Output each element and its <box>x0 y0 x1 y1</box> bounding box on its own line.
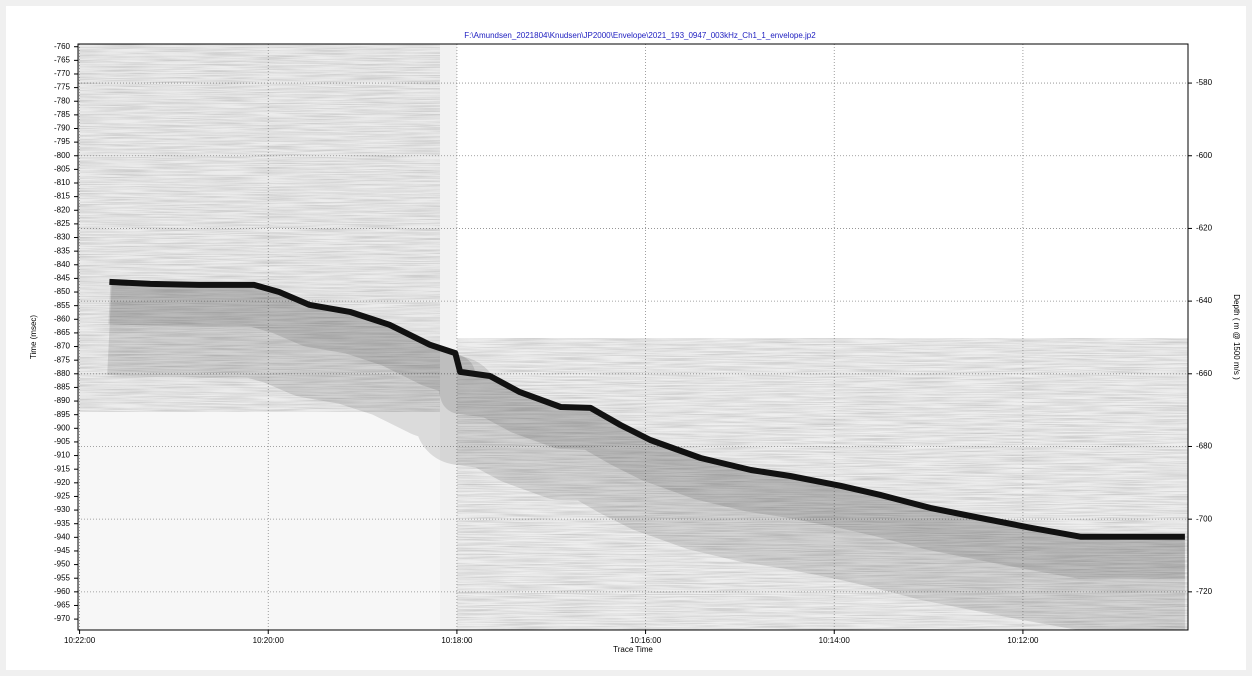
y-tick-label: -875 <box>54 355 71 364</box>
y-tick-label: -860 <box>54 314 71 323</box>
y-tick-label: -945 <box>54 546 71 555</box>
y-tick-label: -960 <box>54 587 71 596</box>
y-tick-label: -770 <box>54 69 71 78</box>
y-tick-label: -930 <box>54 505 71 514</box>
bottom-trace <box>109 278 1185 540</box>
y-tick-label: -890 <box>54 396 71 405</box>
x-tick-label: 10:14:00 <box>819 636 851 645</box>
y-tick-label: -905 <box>54 437 71 446</box>
subbottom-echo <box>105 284 1185 630</box>
y2-tick-label: -720 <box>1196 587 1213 596</box>
x-tick-label: 10:18:00 <box>441 636 473 645</box>
y-tick-label: -845 <box>54 274 71 283</box>
y2-tick-label: -580 <box>1196 78 1213 87</box>
y-tick-label: -955 <box>54 573 71 582</box>
y-tick-label: -800 <box>54 151 71 160</box>
y-tick-label: -850 <box>54 287 71 296</box>
y-tick-label: -895 <box>54 410 71 419</box>
y-tick-label: -970 <box>54 614 71 623</box>
y-tick-label: -820 <box>54 205 71 214</box>
y-tick-label: -810 <box>54 178 71 187</box>
y-tick-label: -910 <box>54 451 71 460</box>
y2-tick-label: -660 <box>1196 369 1213 378</box>
y-tick-label: -925 <box>54 492 71 501</box>
y-tick-label: -880 <box>54 369 71 378</box>
y-tick-label: -760 <box>54 42 71 51</box>
plot-frame <box>77 43 1189 631</box>
chart-title: F:\Amundsen_2021804\Knudsen\JP2000\Envel… <box>464 31 816 40</box>
subbottom-echo <box>108 283 1185 579</box>
y-tick-label: -830 <box>54 233 71 242</box>
y-tick-label: -965 <box>54 601 71 610</box>
y-tick-label: -950 <box>54 560 71 569</box>
y-tick-label: -920 <box>54 478 71 487</box>
y-tick-label: -785 <box>54 110 71 119</box>
x-tick-label: 10:20:00 <box>253 636 285 645</box>
y2-tick-label: -700 <box>1196 514 1213 523</box>
x-axis-label: Trace Time <box>613 645 653 654</box>
y-tick-label: -805 <box>54 164 71 173</box>
y-tick-label: -790 <box>54 124 71 133</box>
y-tick-label: -795 <box>54 137 71 146</box>
echo-background <box>78 44 1188 630</box>
y2-tick-label: -640 <box>1196 296 1213 305</box>
y-tick-label: -865 <box>54 328 71 337</box>
y-tick-label: -915 <box>54 464 71 473</box>
y-tick-label: -900 <box>54 423 71 432</box>
y-tick-label: -780 <box>54 96 71 105</box>
y-tick-label: -935 <box>54 519 71 528</box>
y-tick-label: -815 <box>54 192 71 201</box>
y-tick-label: -840 <box>54 260 71 269</box>
y-tick-label: -885 <box>54 383 71 392</box>
y2-axis-label: Depth ( m @ 1500 m/s ) <box>1232 294 1241 380</box>
y-axis-label: Time (msec) <box>29 315 38 359</box>
y-tick-label: -775 <box>54 83 71 92</box>
y2-tick-label: -620 <box>1196 224 1213 233</box>
y-tick-label: -825 <box>54 219 71 228</box>
y2-tick-label: -600 <box>1196 151 1213 160</box>
y-tick-label: -855 <box>54 301 71 310</box>
y-tick-label: -940 <box>54 532 71 541</box>
y2-tick-label: -680 <box>1196 442 1213 451</box>
x-tick-label: 10:22:00 <box>64 636 96 645</box>
x-tick-label: 10:16:00 <box>630 636 662 645</box>
y-tick-label: -870 <box>54 342 71 351</box>
x-tick-label: 10:12:00 <box>1007 636 1039 645</box>
y-tick-label: -835 <box>54 246 71 255</box>
y-tick-label: -765 <box>54 55 71 64</box>
